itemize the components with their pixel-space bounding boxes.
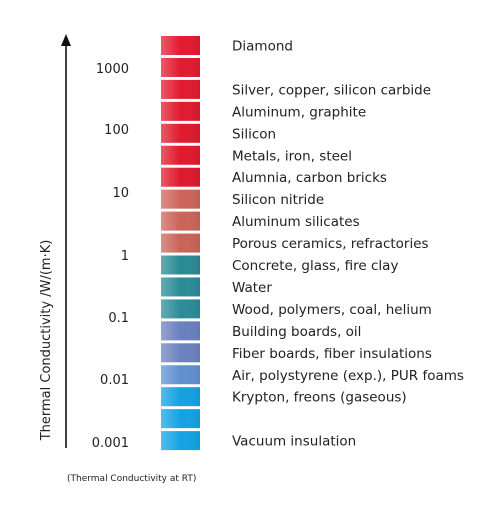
material-label: Aluminum, graphite — [232, 104, 366, 120]
material-label: Fiber boards, fiber insulations — [232, 346, 432, 362]
material-label: Concrete, glass, fire clay — [232, 258, 398, 274]
material-label: Vacuum insulation — [232, 434, 356, 450]
color-block — [161, 233, 200, 253]
tick-labels: 1000 100 10 1 0.1 0.01 0.001 — [92, 62, 129, 451]
material-label: Water — [232, 280, 272, 296]
color-block — [161, 167, 200, 187]
tick-label: 0.1 — [108, 311, 129, 326]
color-block — [161, 365, 200, 385]
color-block — [161, 57, 200, 77]
color-block — [161, 79, 200, 99]
tick-label: 1 — [121, 249, 129, 264]
material-label: Building boards, oil — [232, 324, 361, 340]
color-block — [161, 145, 200, 165]
material-label: Silver, copper, silicon carbide — [232, 82, 431, 98]
color-block — [161, 36, 200, 55]
material-label: Aluminum silicates — [232, 214, 360, 230]
material-label: Silicon — [232, 126, 276, 142]
material-label: Silicon nitride — [232, 192, 324, 208]
color-block — [161, 123, 200, 143]
color-block — [161, 387, 200, 407]
material-label: Porous ceramics, refractories — [232, 236, 429, 252]
color-block — [161, 255, 200, 275]
tick-label: 100 — [104, 123, 129, 138]
tick-label: 1000 — [96, 62, 129, 77]
axis-arrow-icon — [61, 34, 71, 46]
color-block — [161, 101, 200, 121]
color-block — [161, 299, 200, 319]
color-block — [161, 321, 200, 341]
footnote: (Thermal Conductivity at RT) — [67, 474, 196, 484]
color-block — [161, 343, 200, 363]
axis-title: Thermal Conductivity /W/(m·K) — [39, 240, 54, 442]
color-block — [161, 431, 200, 451]
tick-label: 0.001 — [92, 436, 129, 451]
color-block — [161, 189, 200, 209]
material-label: Krypton, freons (gaseous) — [232, 390, 407, 406]
material-label: Alumnia, carbon bricks — [232, 170, 387, 186]
material-label: Metals, iron, steel — [232, 148, 352, 164]
tick-label: 10 — [112, 186, 129, 201]
color-block — [161, 277, 200, 297]
tick-label: 0.01 — [100, 373, 129, 388]
color-block — [161, 211, 200, 231]
material-label: Wood, polymers, coal, helium — [232, 302, 432, 318]
material-labels: Diamond Silver, copper, silicon carbide Al… — [232, 39, 464, 450]
color-block — [161, 409, 200, 429]
material-label: Diamond — [232, 39, 293, 55]
color-scale-blocks — [161, 36, 200, 451]
material-label: Air, polystyrene (exp.), PUR foams — [232, 368, 464, 384]
